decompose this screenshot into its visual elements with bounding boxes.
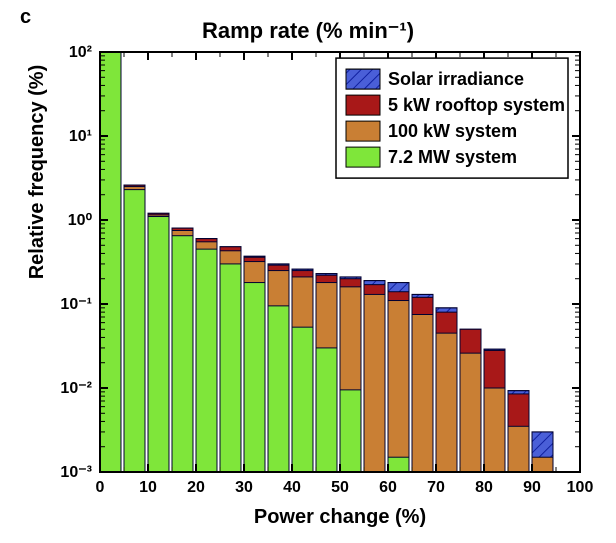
y-axis-label: Relative frequency (%): [26, 0, 49, 382]
y-tick-label: 10¹: [69, 128, 92, 145]
bar-s7mw: [124, 190, 145, 472]
bar-s100kw: [508, 426, 529, 472]
y-tick-label: 10²: [69, 44, 92, 61]
x-tick-label: 90: [523, 479, 541, 496]
bar-s7mw: [220, 264, 241, 472]
x-tick-label: 80: [475, 479, 493, 496]
x-tick-label: 40: [283, 479, 301, 496]
y-tick-label: 10⁻¹: [60, 296, 92, 313]
x-axis-label: Power change (%): [100, 506, 580, 529]
bar-s100kw: [436, 333, 457, 472]
x-tick-label: 100: [567, 479, 594, 496]
legend-label-s100kw: 100 kW system: [388, 121, 517, 141]
y-tick-label: 10⁻³: [60, 464, 92, 481]
y-tick-label: 10⁰: [68, 212, 93, 229]
bar-s7mw: [340, 390, 361, 472]
bar-s7mw: [196, 249, 217, 472]
legend-label-solar: Solar irradiance: [388, 69, 524, 89]
bar-s7mw: [316, 348, 337, 472]
ramp-rate-chart: 0 10 20 30 40 50 60 70 80 90 100 10⁻³ 10⁻² 10⁻¹ 10⁰ 10¹…: [0, 0, 616, 543]
x-tick-label: 20: [187, 479, 205, 496]
bar-s100kw: [412, 314, 433, 472]
legend-swatch-s5kw: [346, 95, 380, 115]
legend-swatch-s7mw: [346, 147, 380, 167]
x-tick-label: 50: [331, 479, 349, 496]
legend-label-s7mw: 7.2 MW system: [388, 147, 517, 167]
x-tick-label: 70: [427, 479, 445, 496]
x-tick-label: 60: [379, 479, 397, 496]
bar-s7mw: [172, 236, 193, 472]
legend-label-s5kw: 5 kW rooftop system: [388, 95, 565, 115]
x-tick-label: 0: [96, 479, 105, 496]
bar-s100kw: [388, 301, 409, 472]
bar-s7mw: [148, 217, 169, 472]
y-tick-label: 10⁻²: [60, 380, 92, 397]
chart-title: Ramp rate (% min⁻¹): [0, 18, 616, 44]
bar-s7mw: [244, 283, 265, 472]
bar-s7mw: [292, 327, 313, 472]
bar-s100kw: [532, 457, 553, 472]
bar-s100kw: [460, 353, 481, 472]
legend-swatch-solar-hatch: [346, 69, 380, 89]
x-tick-label: 30: [235, 479, 253, 496]
bar-s7mw: [388, 457, 409, 472]
bar-s7mw: [268, 306, 289, 472]
bar-s100kw: [364, 294, 385, 472]
legend-swatch-s100kw: [346, 121, 380, 141]
x-tick-label: 10: [139, 479, 157, 496]
bar-s100kw: [484, 388, 505, 472]
bar-s7mw: [100, 52, 121, 472]
